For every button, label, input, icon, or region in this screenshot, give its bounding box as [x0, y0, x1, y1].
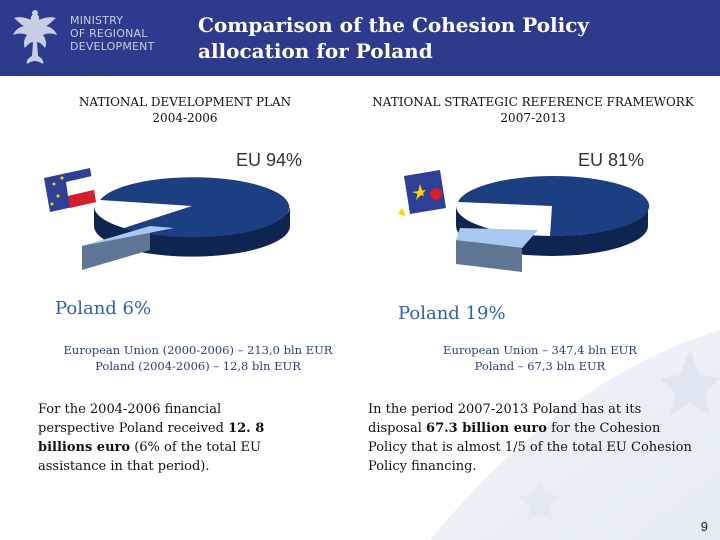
left-poland-slice: [82, 226, 174, 246]
right-amount-line-1: European Union – 347,4 bln EUR: [443, 343, 637, 357]
left-description-text-2: (6% of the total EU assistance in that p…: [38, 440, 261, 474]
left-description: For the 2004-2006 financial perspective …: [38, 400, 268, 476]
right-amounts: European Union – 347,4 bln EUR Poland – …: [390, 342, 690, 374]
eu-poland-flag-icon: [44, 168, 96, 212]
right-eu-label: EU 81%: [578, 150, 645, 170]
right-poland-label: Poland 19%: [398, 303, 506, 324]
right-poland-slice: [456, 228, 538, 248]
right-description-text: In the period 2007-2013 Poland has at it…: [368, 402, 642, 436]
title-line-1: Comparison of the Cohesion Policy: [198, 13, 590, 37]
left-heading-line-2: 2004-2006: [152, 111, 218, 125]
left-pie-chart: [44, 168, 290, 270]
watermark-star-icon: [660, 350, 720, 415]
ministry-line-1: MINISTRY: [70, 14, 124, 27]
left-amount-line-2: Poland (2004-2006) – 12,8 bln EUR: [95, 359, 301, 373]
right-column-heading: NATIONAL STRATEGIC REFERENCE FRAMEWORK 2…: [348, 94, 718, 126]
title-bar: Comparison of the Cohesion Policy alloca…: [190, 0, 720, 76]
left-poland-slice-side: [82, 226, 150, 270]
left-description-bold: 12. 8 billions euro: [38, 421, 265, 455]
right-heading-line-1: NATIONAL STRATEGIC REFERENCE FRAMEWORK: [372, 95, 694, 109]
ministry-line-3: DEVELOPMENT: [70, 40, 155, 53]
left-amounts: European Union (2000-2006) – 213,0 bln E…: [48, 342, 348, 374]
title-line-2: allocation for Poland: [198, 39, 433, 63]
left-description-text: For the 2004-2006 financial perspective …: [38, 402, 224, 436]
watermark-star-icon: [518, 480, 562, 522]
right-description-text-2: for the Cohesion Policy that is almost 1…: [368, 421, 692, 474]
page-number: 9: [700, 519, 708, 534]
right-poland-slice-side: [456, 240, 522, 272]
right-heading-line-2: 2007-2013: [500, 111, 566, 125]
right-eu-slice: [458, 176, 650, 237]
page-title: Comparison of the Cohesion Policy alloca…: [198, 12, 589, 64]
left-eu-label: EU 94%: [236, 150, 303, 170]
right-description-bold: 67.3 billion euro: [426, 421, 547, 436]
polish-eagle-icon: [13, 10, 57, 64]
right-description: In the period 2007-2013 Poland has at it…: [368, 400, 698, 476]
eu-funds-logo-icon: [398, 170, 446, 216]
right-amount-line-2: Poland – 67,3 bln EUR: [474, 359, 606, 373]
left-eu-slice: [100, 177, 290, 238]
left-column-heading: NATIONAL DEVELOPMENT PLAN 2004-2006: [40, 94, 330, 126]
left-heading-line-1: NATIONAL DEVELOPMENT PLAN: [78, 95, 292, 109]
left-amount-line-1: European Union (2000-2006) – 213,0 bln E…: [63, 343, 333, 357]
ministry-logo: MINISTRY OF REGIONAL DEVELOPMENT: [0, 0, 190, 76]
left-poland-label: Poland 6%: [55, 298, 152, 319]
slide-header: MINISTRY OF REGIONAL DEVELOPMENT Compari…: [0, 0, 720, 76]
ministry-line-2: OF REGIONAL: [70, 27, 148, 40]
right-pie-chart: [398, 170, 650, 272]
